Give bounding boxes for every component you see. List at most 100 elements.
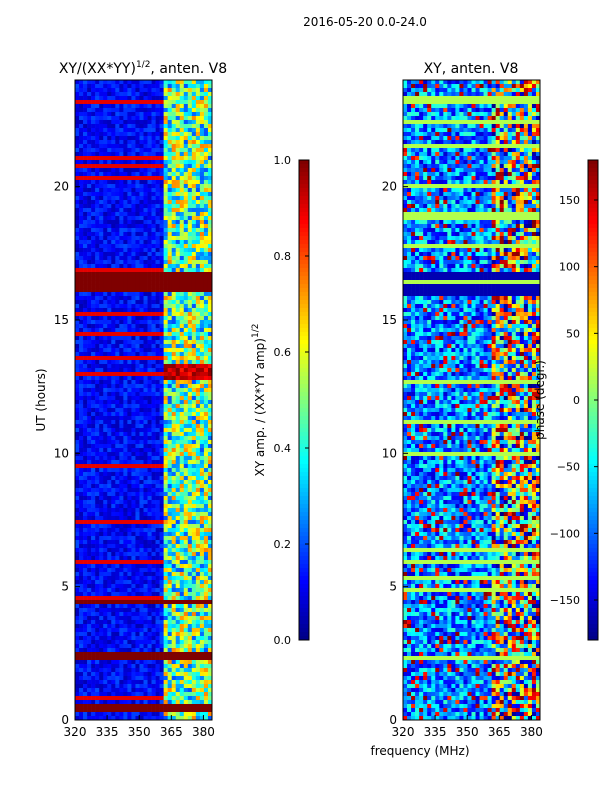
heatmap-cell <box>131 328 136 333</box>
heatmap-cell <box>87 552 92 557</box>
heatmap-cell <box>107 428 112 433</box>
heatmap-cell <box>99 504 104 509</box>
heatmap-cell <box>199 480 205 485</box>
heatmap-cell <box>91 204 96 209</box>
heatmap-cell <box>159 460 164 465</box>
heatmap-cell <box>143 164 148 169</box>
heatmap-cell <box>167 456 173 461</box>
heatmap-cell <box>163 656 168 661</box>
heatmap-cell <box>207 356 213 361</box>
heatmap-cell <box>115 120 120 125</box>
heatmap-cell <box>87 516 92 521</box>
heatmap-cell <box>91 124 96 129</box>
heatmap-cell <box>135 320 140 325</box>
heatmap-cell <box>115 312 120 317</box>
heatmap-cell <box>207 152 213 157</box>
heatmap-cell <box>155 620 160 625</box>
heatmap-cell <box>95 588 100 593</box>
heatmap-cell <box>127 620 132 625</box>
heatmap-cell <box>147 108 152 113</box>
heatmap-cell <box>103 108 108 113</box>
heatmap-cell <box>183 228 189 233</box>
heatmap-cell <box>99 464 104 469</box>
heatmap-cell <box>123 544 128 549</box>
heatmap-cell <box>143 312 148 317</box>
heatmap-cell <box>123 420 128 425</box>
heatmap-cell <box>99 268 104 273</box>
heatmap-cell <box>87 340 92 345</box>
heatmap-cell <box>183 252 189 257</box>
heatmap-cell <box>175 548 181 553</box>
heatmap-cell <box>155 452 160 457</box>
heatmap-cell <box>115 520 120 525</box>
heatmap-cell <box>203 272 209 277</box>
heatmap-cell <box>111 192 116 197</box>
heatmap-cell <box>155 548 160 553</box>
heatmap-cell <box>135 128 140 133</box>
heatmap-cell <box>147 424 152 429</box>
heatmap-cell <box>195 152 201 157</box>
heatmap-cell <box>115 448 120 453</box>
heatmap-cell <box>143 280 148 285</box>
heatmap-cell <box>195 140 201 145</box>
heatmap-cell <box>139 548 144 553</box>
heatmap-cell <box>83 456 88 461</box>
heatmap-cell <box>87 588 92 593</box>
heatmap-cell <box>191 456 197 461</box>
heatmap-cell <box>83 588 88 593</box>
heatmap-cell <box>135 200 140 205</box>
heatmap-cell <box>103 644 108 649</box>
heatmap-cell <box>179 352 185 357</box>
heatmap-cell <box>91 568 96 573</box>
heatmap-cell <box>103 372 108 377</box>
heatmap-cell <box>87 592 92 597</box>
heatmap-cell <box>163 548 168 553</box>
heatmap-cell <box>143 388 148 393</box>
heatmap-cell <box>115 636 120 641</box>
heatmap-cell <box>139 200 144 205</box>
heatmap-cell <box>75 268 80 273</box>
heatmap-cell <box>111 408 116 413</box>
heatmap-cell <box>175 532 181 537</box>
heatmap-cell <box>159 660 164 665</box>
heatmap-cell <box>107 516 112 521</box>
heatmap-cell <box>87 276 92 281</box>
heatmap-cell <box>91 228 96 233</box>
heatmap-cell <box>123 384 128 389</box>
heatmap-cell <box>135 536 140 541</box>
heatmap-cell <box>143 640 148 645</box>
heatmap-cell <box>127 516 132 521</box>
heatmap-cell <box>187 348 193 353</box>
heatmap-cell <box>147 608 152 613</box>
heatmap-cell <box>111 320 116 325</box>
heatmap-cell <box>183 428 189 433</box>
heatmap-cell <box>75 160 80 165</box>
heatmap-cell <box>171 212 177 217</box>
heatmap-cell <box>79 308 84 313</box>
heatmap-cell <box>199 648 205 653</box>
heatmap-cell <box>191 100 197 105</box>
heatmap-cell <box>95 576 100 581</box>
heatmap-cell <box>87 156 92 161</box>
heatmap-cell <box>95 612 100 617</box>
heatmap-cell <box>159 640 164 645</box>
heatmap-cell <box>95 280 100 285</box>
heatmap-cell <box>151 144 156 149</box>
heatmap-cell <box>203 300 209 305</box>
heatmap-cell <box>199 152 205 157</box>
heatmap-cell <box>207 200 213 205</box>
heatmap-cell <box>119 648 124 653</box>
heatmap-cell <box>91 152 96 157</box>
heatmap-cell <box>75 376 80 381</box>
heatmap-cell <box>75 652 80 657</box>
heatmap-cell <box>131 596 136 601</box>
heatmap-cell <box>207 328 213 333</box>
heatmap-cell <box>167 340 173 345</box>
heatmap-cell <box>75 528 80 533</box>
heatmap-cell <box>131 344 136 349</box>
heatmap-cell <box>139 344 144 349</box>
heatmap-cell <box>115 592 120 597</box>
heatmap-cell <box>127 440 132 445</box>
heatmap-cell <box>135 540 140 545</box>
heatmap-cell <box>147 248 152 253</box>
